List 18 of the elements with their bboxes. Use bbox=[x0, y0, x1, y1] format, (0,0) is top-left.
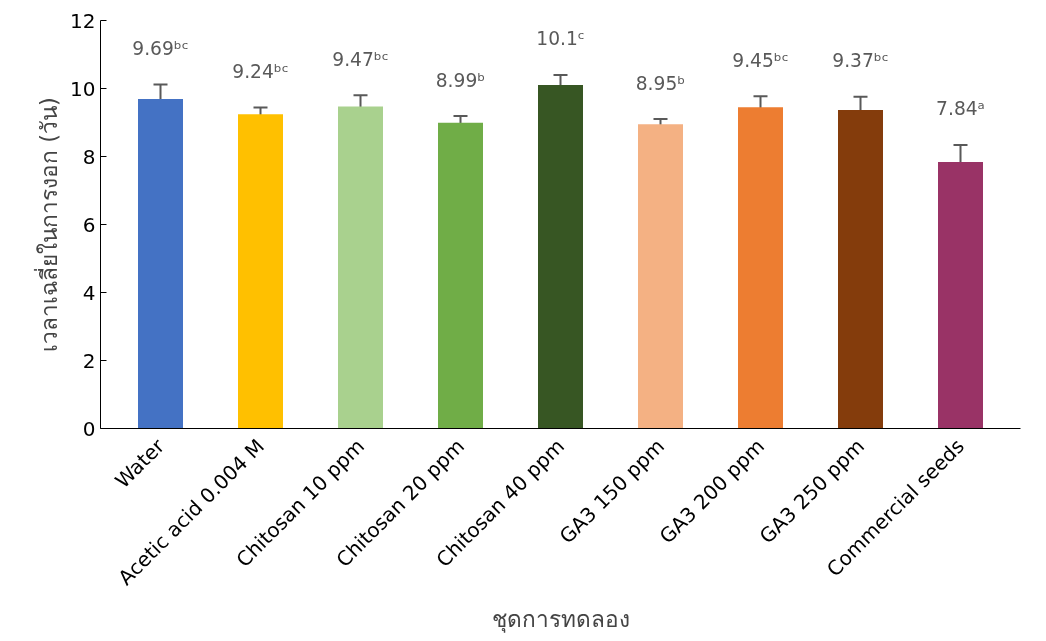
data-label: 9.45ᵇᶜ bbox=[732, 49, 789, 71]
y-tick-label: 10 bbox=[70, 76, 96, 101]
data-label: 7.84ᵃ bbox=[936, 98, 985, 120]
data-label: 9.69ᵇᶜ bbox=[132, 37, 189, 59]
data-label: 9.24ᵇᶜ bbox=[232, 61, 289, 83]
data-label: 8.99ᵇ bbox=[435, 69, 486, 91]
y-tick-label: 2 bbox=[82, 348, 96, 373]
data-label: 9.37ᵇᶜ bbox=[832, 50, 889, 72]
data-label: 8.95ᵇ bbox=[635, 72, 686, 94]
y-tick-label: 8 bbox=[82, 144, 96, 169]
data-label: 10.1ᶜ bbox=[536, 28, 585, 50]
y-tick-label: 4 bbox=[82, 280, 96, 305]
y-tick-label: 0 bbox=[82, 416, 96, 441]
y-tick-label: 12 bbox=[70, 8, 96, 33]
x-axis-title: ชุดการทดลอง bbox=[491, 606, 630, 634]
data-label: 9.47ᵇᶜ bbox=[332, 48, 389, 70]
y-tick-label: 6 bbox=[82, 212, 96, 237]
y-axis-title: เวลาเฉลี่ยในการงอก (วัน) bbox=[33, 97, 63, 352]
